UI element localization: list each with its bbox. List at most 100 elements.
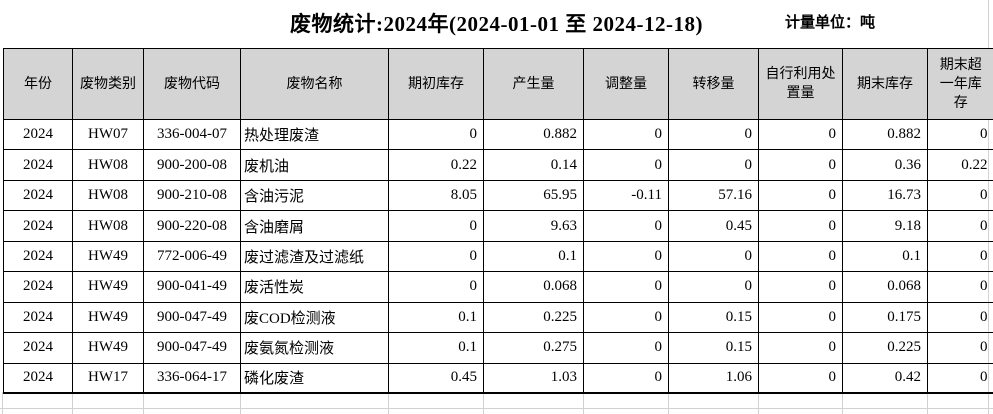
column-header-over-one-year-stock[interactable]: 期末超一年库存 — [927, 48, 993, 120]
cell-adjusted[interactable]: 0 — [583, 271, 669, 303]
cell-waste-name[interactable]: 磷化废渣 — [240, 362, 389, 395]
cell-over-one-year-stock[interactable]: 0 — [927, 118, 993, 151]
cell-self-disposal[interactable]: 0 — [758, 301, 843, 334]
cell-over-one-year-stock[interactable]: 0 — [927, 301, 993, 334]
cell-waste-category[interactable]: HW08 — [72, 210, 144, 242]
cell-waste-code[interactable]: 336-004-07 — [143, 118, 241, 151]
cell-produced[interactable]: 65.95 — [483, 179, 584, 212]
cell-opening-stock[interactable]: 0 — [388, 240, 484, 273]
cell-over-one-year-stock[interactable]: 0 — [927, 271, 993, 303]
cell-adjusted[interactable]: 0 — [583, 332, 669, 364]
cell-year[interactable]: 2024 — [3, 118, 73, 151]
cell-closing-stock[interactable]: 0.225 — [842, 332, 928, 364]
cell-adjusted[interactable]: 0 — [583, 240, 669, 273]
cell-closing-stock[interactable]: 0.42 — [842, 362, 928, 395]
cell-opening-stock[interactable]: 0.45 — [388, 362, 484, 395]
cell-produced[interactable]: 0.275 — [483, 332, 584, 364]
cell-waste-category[interactable]: HW49 — [72, 271, 144, 303]
cell-produced[interactable]: 9.63 — [483, 210, 584, 242]
cell-adjusted[interactable]: 0 — [583, 149, 669, 181]
cell-closing-stock[interactable]: 0.1 — [842, 240, 928, 273]
cell-over-one-year-stock[interactable]: 0 — [927, 332, 993, 364]
cell-produced[interactable]: 0.882 — [483, 118, 584, 151]
cell-year[interactable]: 2024 — [3, 271, 73, 303]
cell-transferred[interactable]: 1.06 — [668, 362, 759, 395]
cell-self-disposal[interactable]: 0 — [758, 240, 843, 273]
column-header-produced[interactable]: 产生量 — [483, 48, 584, 120]
cell-transferred[interactable]: 0 — [668, 271, 759, 303]
cell-produced[interactable]: 0.14 — [483, 149, 584, 181]
cell-closing-stock[interactable]: 0.175 — [842, 301, 928, 334]
cell-year[interactable]: 2024 — [3, 240, 73, 273]
cell-waste-category[interactable]: HW08 — [72, 179, 144, 212]
cell-closing-stock[interactable]: 9.18 — [842, 210, 928, 242]
cell-waste-category[interactable]: HW49 — [72, 301, 144, 334]
cell-produced[interactable]: 0.1 — [483, 240, 584, 273]
cell-self-disposal[interactable]: 0 — [758, 149, 843, 181]
cell-year[interactable]: 2024 — [3, 149, 73, 181]
cell-closing-stock[interactable]: 16.73 — [842, 179, 928, 212]
cell-produced[interactable]: 1.03 — [483, 362, 584, 395]
cell-year[interactable]: 2024 — [3, 362, 73, 395]
column-header-closing-stock[interactable]: 期末库存 — [842, 48, 928, 120]
cell-waste-code[interactable]: 900-047-49 — [143, 301, 241, 334]
cell-self-disposal[interactable]: 0 — [758, 118, 843, 151]
cell-waste-code[interactable]: 336-064-17 — [143, 362, 241, 395]
cell-closing-stock[interactable]: 0.068 — [842, 271, 928, 303]
cell-opening-stock[interactable]: 0.22 — [388, 149, 484, 181]
column-header-self-disposal[interactable]: 自行利用处置量 — [758, 48, 843, 120]
cell-produced[interactable]: 0.225 — [483, 301, 584, 334]
cell-adjusted[interactable]: 0 — [583, 210, 669, 242]
cell-waste-category[interactable]: HW17 — [72, 362, 144, 395]
cell-waste-name[interactable]: 废过滤渣及过滤纸 — [240, 240, 389, 273]
cell-waste-code[interactable]: 900-210-08 — [143, 179, 241, 212]
cell-over-one-year-stock[interactable]: 0.22 — [927, 149, 993, 181]
cell-closing-stock[interactable]: 0.36 — [842, 149, 928, 181]
column-header-year[interactable]: 年份 — [3, 48, 73, 120]
column-header-waste-name[interactable]: 废物名称 — [240, 48, 389, 120]
cell-waste-name[interactable]: 废活性炭 — [240, 271, 389, 303]
cell-year[interactable]: 2024 — [3, 210, 73, 242]
column-header-waste-code[interactable]: 废物代码 — [143, 48, 241, 120]
cell-self-disposal[interactable]: 0 — [758, 362, 843, 395]
column-header-transferred[interactable]: 转移量 — [668, 48, 759, 120]
cell-waste-name[interactable]: 热处理废渣 — [240, 118, 389, 151]
cell-waste-category[interactable]: HW08 — [72, 149, 144, 181]
cell-waste-name[interactable]: 废COD检测液 — [240, 301, 389, 334]
cell-produced[interactable]: 0.068 — [483, 271, 584, 303]
cell-waste-name[interactable]: 含油磨屑 — [240, 210, 389, 242]
cell-adjusted[interactable]: 0 — [583, 118, 669, 151]
cell-closing-stock[interactable]: 0.882 — [842, 118, 928, 151]
cell-over-one-year-stock[interactable]: 0 — [927, 362, 993, 395]
cell-self-disposal[interactable]: 0 — [758, 332, 843, 364]
cell-transferred[interactable]: 0 — [668, 118, 759, 151]
cell-waste-code[interactable]: 772-006-49 — [143, 240, 241, 273]
cell-self-disposal[interactable]: 0 — [758, 179, 843, 212]
cell-self-disposal[interactable]: 0 — [758, 210, 843, 242]
cell-waste-category[interactable]: HW49 — [72, 332, 144, 364]
column-header-waste-category[interactable]: 废物类别 — [72, 48, 144, 120]
cell-over-one-year-stock[interactable]: 0 — [927, 210, 993, 242]
cell-over-one-year-stock[interactable]: 0 — [927, 179, 993, 212]
cell-transferred[interactable]: 0.15 — [668, 332, 759, 364]
cell-waste-name[interactable]: 废机油 — [240, 149, 389, 181]
cell-opening-stock[interactable]: 0 — [388, 118, 484, 151]
cell-waste-name[interactable]: 废氨氮检测液 — [240, 332, 389, 364]
cell-transferred[interactable]: 0 — [668, 240, 759, 273]
cell-opening-stock[interactable]: 0.1 — [388, 301, 484, 334]
cell-transferred[interactable]: 0.45 — [668, 210, 759, 242]
cell-opening-stock[interactable]: 0 — [388, 271, 484, 303]
cell-waste-code[interactable]: 900-041-49 — [143, 271, 241, 303]
cell-transferred[interactable]: 57.16 — [668, 179, 759, 212]
cell-opening-stock[interactable]: 0 — [388, 210, 484, 242]
cell-over-one-year-stock[interactable]: 0 — [927, 240, 993, 273]
cell-transferred[interactable]: 0 — [668, 149, 759, 181]
cell-year[interactable]: 2024 — [3, 301, 73, 334]
cell-waste-code[interactable]: 900-200-08 — [143, 149, 241, 181]
cell-self-disposal[interactable]: 0 — [758, 271, 843, 303]
cell-opening-stock[interactable]: 0.1 — [388, 332, 484, 364]
cell-adjusted[interactable]: 0 — [583, 301, 669, 334]
cell-adjusted[interactable]: -0.11 — [583, 179, 669, 212]
cell-transferred[interactable]: 0.15 — [668, 301, 759, 334]
cell-year[interactable]: 2024 — [3, 332, 73, 364]
